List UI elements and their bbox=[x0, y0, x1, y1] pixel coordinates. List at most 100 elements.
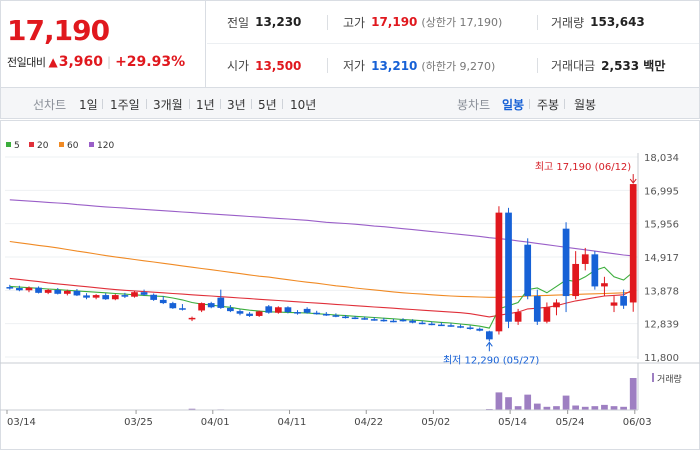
candle-body bbox=[255, 311, 263, 316]
change-row: 전일대비 ▲ 3,960 | +29.93% bbox=[7, 54, 185, 70]
stat-label: 거래대금 bbox=[551, 59, 596, 73]
volume-legend-swatch bbox=[652, 373, 654, 382]
candle-body bbox=[370, 319, 378, 321]
stat-label: 저가 bbox=[343, 59, 366, 73]
volume-bar bbox=[620, 406, 627, 410]
x-tick-label: 05/14 bbox=[498, 417, 527, 428]
y-tick-label: 13,878 bbox=[644, 286, 679, 297]
legend-label-20: 20 bbox=[37, 141, 49, 151]
y-axis: 18,034 16,995 15,956 14,917 13,878 12,839 11,8… bbox=[637, 153, 679, 364]
candle-body bbox=[111, 295, 119, 300]
candle-body bbox=[476, 328, 484, 331]
divider bbox=[251, 99, 252, 109]
divider bbox=[327, 58, 328, 73]
stat-label: 전일 bbox=[227, 15, 250, 30]
divider bbox=[537, 58, 538, 73]
candle-body bbox=[150, 294, 158, 300]
candle-body bbox=[485, 331, 493, 340]
candle-body bbox=[322, 314, 330, 316]
stats-row-1: 전일 13,230 고가 17,190 (상한가 17,190) 거래량 153… bbox=[207, 1, 699, 44]
y-tick-label: 11,800 bbox=[644, 353, 679, 364]
candle-body bbox=[6, 287, 14, 289]
ma20-line bbox=[9, 277, 634, 318]
volume-bar bbox=[514, 406, 522, 410]
stat-value: 2,533 백만 bbox=[601, 59, 666, 73]
x-tick-label: 06/03 bbox=[623, 417, 652, 428]
period-1y[interactable]: 1년 bbox=[196, 98, 215, 112]
high-annotation: 최고 17,190 (06/12) bbox=[535, 161, 631, 173]
x-tick-label: 04/01 bbox=[201, 417, 230, 428]
candle-body bbox=[179, 308, 186, 310]
candle-body bbox=[543, 307, 551, 322]
volume-bar bbox=[581, 406, 589, 410]
divider bbox=[146, 99, 147, 109]
stats-table: 전일 13,230 고가 17,190 (상한가 17,190) 거래량 153… bbox=[207, 1, 699, 87]
chart-frame bbox=[0, 120, 700, 450]
low-arrowhead bbox=[485, 341, 493, 347]
candle-body bbox=[562, 228, 570, 297]
volume-bar bbox=[601, 404, 608, 410]
candle-daily[interactable]: 일봉 bbox=[502, 98, 525, 112]
candle-body bbox=[303, 308, 311, 313]
period-5y[interactable]: 5년 bbox=[258, 98, 277, 112]
legend-label-120: 120 bbox=[97, 141, 114, 151]
stat-open: 시가 13,500 bbox=[227, 57, 301, 74]
candle-body bbox=[16, 288, 23, 291]
stat-value: 17,190 bbox=[371, 15, 418, 29]
stats-row-2: 시가 13,500 저가 13,210 (하한가 9,270) 거래대금 2,5… bbox=[207, 44, 699, 87]
x-tick-label: 05/24 bbox=[556, 417, 585, 428]
divider bbox=[529, 99, 530, 109]
stat-amount: 거래대금 2,533 백만 bbox=[551, 57, 665, 74]
chart-area: 5 20 60 120 18,034 16,995 15,956 14,917 13,878 1… bbox=[0, 120, 700, 450]
legend-swatch-120 bbox=[89, 142, 94, 147]
period-3y[interactable]: 3년 bbox=[227, 98, 246, 112]
candle-weekly[interactable]: 주봉 bbox=[537, 98, 560, 112]
candle-body bbox=[457, 326, 464, 328]
candle-body bbox=[495, 212, 503, 332]
line-chart-label: 선차트 bbox=[33, 98, 67, 112]
candle-monthly[interactable]: 월봉 bbox=[574, 98, 597, 112]
candle-body bbox=[236, 311, 244, 314]
divider bbox=[327, 15, 328, 30]
low-annotation: 최저 12,290 (05/27) bbox=[443, 354, 539, 366]
volume-bar bbox=[629, 378, 637, 410]
candle-body bbox=[524, 244, 532, 297]
candle-body bbox=[399, 319, 407, 322]
divider bbox=[282, 99, 283, 109]
candle-body bbox=[351, 317, 359, 320]
candle-body bbox=[274, 307, 282, 313]
period-3m[interactable]: 3개월 bbox=[153, 98, 183, 112]
stat-value: 153,643 bbox=[590, 15, 645, 29]
volume-bar bbox=[610, 406, 618, 410]
change-separator: | bbox=[107, 55, 112, 69]
candle-chart-label: 봉차트 bbox=[457, 98, 491, 112]
candle-body bbox=[533, 296, 541, 322]
period-10y[interactable]: 10년 bbox=[290, 98, 317, 112]
candle-body bbox=[505, 212, 512, 322]
volume-bar bbox=[543, 406, 551, 410]
x-tick-label: 03/14 bbox=[7, 417, 36, 428]
x-tick-label: 05/02 bbox=[421, 417, 450, 428]
period-1w[interactable]: 1주일 bbox=[110, 98, 140, 112]
candle-body bbox=[159, 299, 167, 304]
candle-body bbox=[342, 316, 349, 319]
volume-bar bbox=[572, 405, 580, 410]
period-1d[interactable]: 1일 bbox=[79, 98, 98, 112]
stat-limit: (상한가 17,190) bbox=[421, 16, 503, 29]
candle-body bbox=[246, 313, 253, 316]
candle-body bbox=[409, 320, 416, 323]
volume-panel: 거래량 bbox=[0, 362, 700, 410]
candle-body bbox=[207, 303, 215, 308]
candle-body bbox=[380, 319, 388, 322]
candle-body bbox=[54, 289, 62, 294]
candle-body bbox=[428, 323, 436, 326]
candle-body bbox=[361, 318, 369, 320]
candle-body bbox=[447, 325, 455, 327]
legend-swatch-5 bbox=[6, 142, 11, 147]
volume-bar bbox=[524, 394, 532, 410]
chart-toolbar: 선차트 1일 1주일 3개월 1년 3년 5년 10년 봉차트 일봉 주봉 월봉 bbox=[0, 88, 700, 119]
candle-body bbox=[188, 317, 196, 320]
high-arrowhead bbox=[629, 178, 637, 184]
volume-bar bbox=[591, 406, 599, 410]
quote-header: 17,190 전일대비 ▲ 3,960 | +29.93% 전일 13,230 … bbox=[0, 0, 700, 88]
